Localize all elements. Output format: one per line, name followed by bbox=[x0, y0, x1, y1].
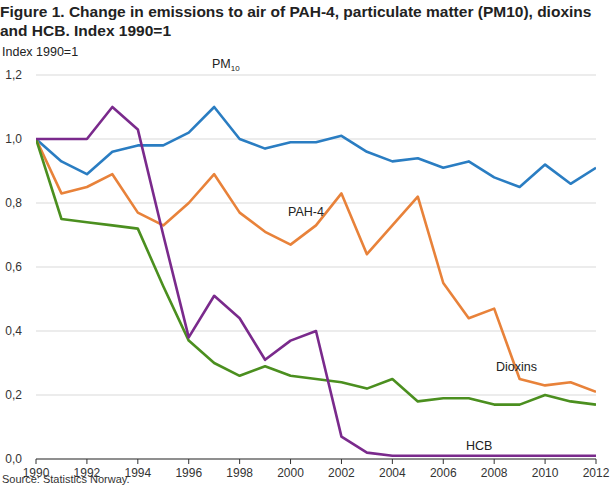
series-line bbox=[36, 107, 596, 456]
source: Source: Statistics Norway. bbox=[2, 473, 130, 485]
x-tick-label: 2012 bbox=[583, 466, 610, 480]
x-tick bbox=[341, 459, 342, 464]
y-tick-label: 0,6 bbox=[5, 260, 22, 274]
x-tick-label: 2004 bbox=[379, 466, 406, 480]
x-axis-line bbox=[36, 459, 596, 460]
grid-line bbox=[36, 75, 596, 76]
grid-line bbox=[36, 395, 596, 396]
series-label: Dioxins bbox=[496, 360, 537, 374]
series-label: HCB bbox=[466, 439, 492, 453]
grid-line bbox=[36, 267, 596, 268]
series-label: PAH-4 bbox=[288, 205, 324, 219]
x-tick bbox=[36, 459, 37, 464]
x-tick-label: 1996 bbox=[175, 466, 202, 480]
x-tick bbox=[596, 459, 597, 464]
plot-area bbox=[36, 107, 596, 456]
y-tick-label: 0,2 bbox=[5, 388, 22, 402]
x-tick-label: 2008 bbox=[481, 466, 508, 480]
y-tick-label: 1,0 bbox=[5, 132, 22, 146]
x-tick bbox=[86, 459, 87, 464]
x-tick bbox=[392, 459, 393, 464]
y-tick-label: 0,0 bbox=[5, 452, 22, 466]
series-line bbox=[36, 139, 596, 405]
x-tick bbox=[188, 459, 189, 464]
x-tick-label: 2006 bbox=[430, 466, 457, 480]
x-tick bbox=[290, 459, 291, 464]
grid-line bbox=[36, 203, 596, 204]
y-tick-label: 0,8 bbox=[5, 196, 22, 210]
x-tick bbox=[494, 459, 495, 464]
x-tick bbox=[137, 459, 138, 464]
x-tick-label: 1998 bbox=[226, 466, 253, 480]
x-tick-label: 2010 bbox=[532, 466, 559, 480]
series-label: PM10 bbox=[212, 57, 240, 73]
y-tick-label: 1,2 bbox=[5, 68, 22, 82]
x-tick bbox=[443, 459, 444, 464]
y-tick-label: 0,4 bbox=[5, 324, 22, 338]
y-axis-label: Index 1990=1 bbox=[2, 45, 78, 59]
grid-line bbox=[36, 459, 596, 460]
x-tick bbox=[545, 459, 546, 464]
title: Figure 1. Change in emissions to air of … bbox=[0, 2, 600, 40]
x-tick-label: 2002 bbox=[328, 466, 355, 480]
series-line bbox=[36, 139, 596, 392]
x-tick-label: 2000 bbox=[277, 466, 304, 480]
series-line bbox=[36, 107, 596, 187]
x-tick bbox=[239, 459, 240, 464]
grid-line bbox=[36, 139, 596, 140]
